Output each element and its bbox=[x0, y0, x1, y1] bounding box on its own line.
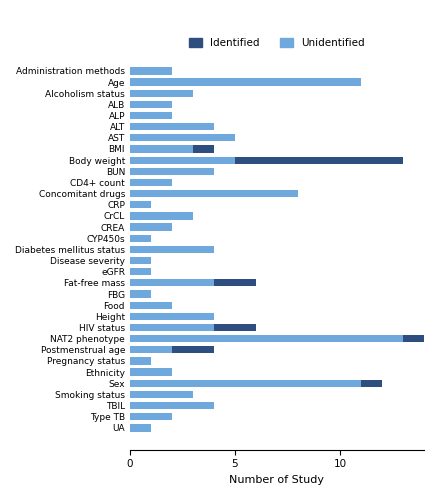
Bar bbox=[234, 156, 402, 164]
Bar bbox=[130, 100, 172, 108]
Bar bbox=[130, 335, 402, 342]
Bar bbox=[130, 68, 172, 74]
Bar bbox=[130, 346, 172, 354]
Bar bbox=[130, 134, 234, 141]
Legend: Identified, Unidentified: Identified, Unidentified bbox=[184, 34, 368, 52]
Bar bbox=[130, 413, 172, 420]
Bar bbox=[213, 324, 255, 331]
Bar bbox=[130, 234, 151, 242]
Bar bbox=[130, 146, 192, 152]
Bar bbox=[130, 168, 213, 175]
Bar bbox=[130, 368, 172, 376]
Bar bbox=[130, 402, 213, 409]
Bar bbox=[192, 146, 213, 152]
Bar bbox=[130, 268, 151, 276]
Bar bbox=[130, 290, 151, 298]
Bar bbox=[130, 78, 360, 86]
Bar bbox=[130, 179, 172, 186]
Bar bbox=[130, 324, 213, 331]
Bar bbox=[130, 190, 297, 197]
Bar bbox=[130, 380, 360, 387]
Bar bbox=[130, 302, 172, 309]
Bar bbox=[172, 346, 213, 354]
Bar bbox=[130, 112, 172, 119]
Bar bbox=[130, 90, 192, 97]
Bar bbox=[130, 391, 192, 398]
Bar bbox=[130, 224, 172, 230]
Bar bbox=[130, 156, 234, 164]
Bar bbox=[130, 246, 213, 253]
Bar bbox=[402, 335, 438, 342]
Bar bbox=[130, 312, 213, 320]
Bar bbox=[130, 358, 151, 364]
Bar bbox=[360, 380, 381, 387]
Bar bbox=[130, 201, 151, 208]
Bar bbox=[130, 279, 213, 286]
X-axis label: Number of Study: Number of Study bbox=[229, 475, 324, 485]
Bar bbox=[130, 424, 151, 432]
Bar bbox=[130, 257, 151, 264]
Bar bbox=[213, 279, 255, 286]
Bar bbox=[130, 212, 192, 220]
Bar bbox=[130, 123, 213, 130]
